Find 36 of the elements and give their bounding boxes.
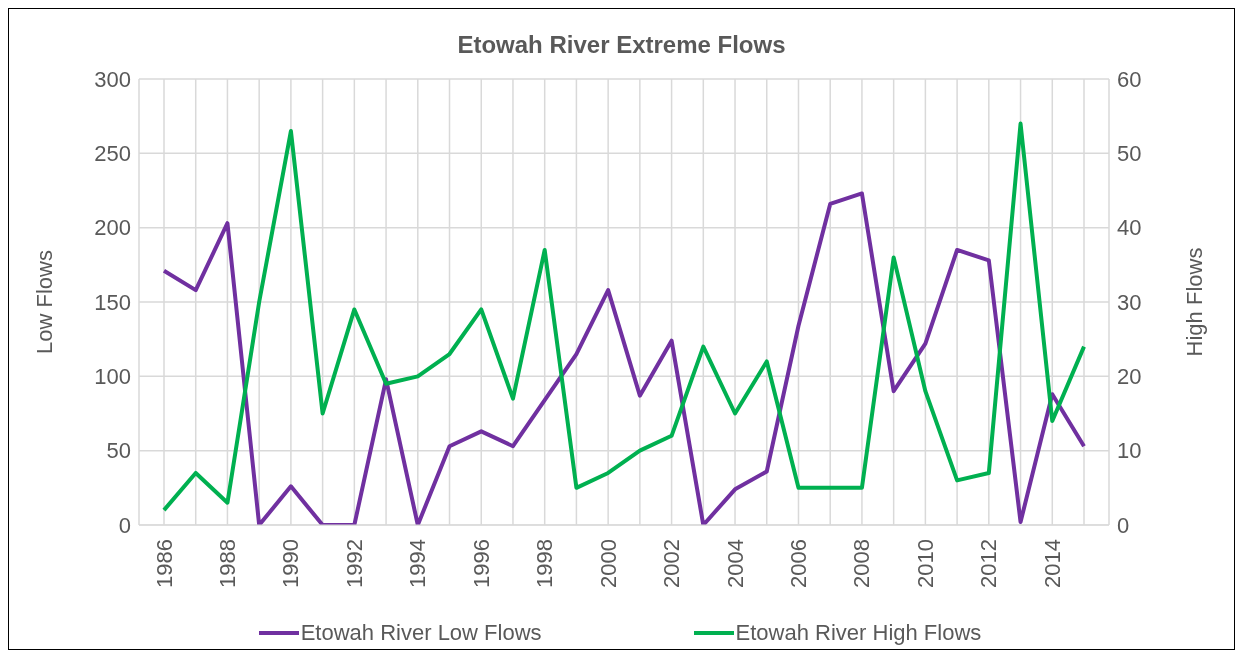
- x-tick-label: 1998: [532, 539, 558, 588]
- line-series: [162, 191, 1086, 525]
- y2-tick-label: 0: [1117, 512, 1130, 538]
- y2-tick-label: 40: [1117, 215, 1142, 241]
- y2-tick-label: 20: [1117, 364, 1142, 390]
- x-tick-label: 2002: [659, 539, 685, 588]
- y-tick-label: 200: [94, 215, 131, 241]
- y-tick-label: 150: [94, 289, 131, 315]
- x-tick-label: 2000: [595, 539, 621, 588]
- y2-tick-label: 30: [1117, 289, 1142, 315]
- x-tick-label: 1996: [468, 539, 494, 588]
- y2-tick-label: 60: [1117, 66, 1142, 92]
- x-tick-label: 1988: [214, 539, 240, 588]
- x-tick-label: 2012: [976, 539, 1002, 588]
- x-tick-label: 2004: [722, 539, 748, 588]
- y-tick-label: 0: [118, 512, 131, 538]
- x-tick-label: 1986: [151, 539, 177, 588]
- y2-axis-title: High Flows: [1181, 247, 1207, 357]
- y2-tick-label: 50: [1117, 141, 1142, 167]
- x-tick-label: 1990: [278, 539, 304, 588]
- legend-label: Etowah River High Flows: [735, 620, 982, 646]
- line-series: [162, 121, 1086, 513]
- y-tick-label: 300: [94, 66, 131, 92]
- y-tick-label: 50: [106, 438, 131, 464]
- x-tick-label: 2010: [912, 539, 938, 588]
- y-tick-label: 250: [94, 141, 131, 167]
- x-tick-label: 2014: [1039, 539, 1065, 588]
- x-tick-label: 1992: [341, 539, 367, 588]
- x-tick-label: 2008: [849, 539, 875, 588]
- y2-tick-label: 10: [1117, 438, 1142, 464]
- legend-label: Etowah River Low Flows: [300, 620, 542, 646]
- x-tick-label: 2006: [785, 539, 811, 588]
- y-tick-label: 100: [94, 364, 131, 390]
- chart-title: Etowah River Extreme Flows: [457, 31, 786, 58]
- y-axis-title: Low Flows: [31, 250, 57, 354]
- x-tick-label: 1994: [405, 539, 431, 588]
